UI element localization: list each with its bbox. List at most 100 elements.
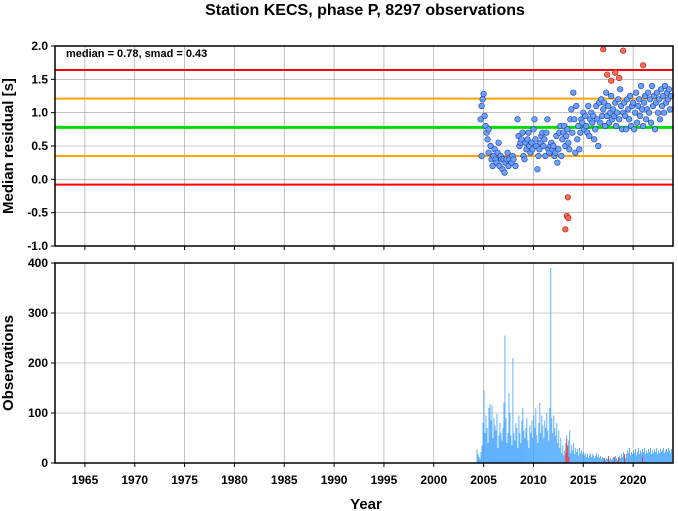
observation-bar — [664, 453, 665, 463]
observations-x-ticks: 1965 1970 1975 1980 1985 1990 1995 2000 2005 2010… — [72, 463, 647, 487]
observation-bar — [644, 448, 645, 463]
outlier-bar — [618, 458, 619, 463]
observation-bar — [580, 453, 582, 463]
residual-point — [579, 119, 586, 126]
outlier-point — [604, 71, 611, 78]
residual-point — [501, 169, 508, 176]
observation-bar — [493, 418, 495, 463]
observation-bar — [628, 453, 629, 463]
observation-bar — [662, 450, 663, 463]
outlier-point — [600, 46, 607, 53]
observation-bar — [530, 433, 532, 463]
residual-point — [613, 122, 620, 130]
residual-point — [622, 112, 629, 120]
observation-bar — [510, 435, 512, 463]
observation-bar — [574, 454, 576, 463]
residual-point — [479, 96, 486, 103]
residual-point — [654, 109, 662, 116]
observation-bar — [573, 443, 575, 463]
observation-bar — [533, 415, 535, 463]
residual-point — [518, 136, 525, 143]
observation-bar — [639, 454, 640, 463]
x-tick-label: 2020 — [620, 473, 647, 487]
observation-bar — [546, 413, 548, 463]
observation-bar — [648, 449, 649, 463]
x-tick-label: 2005 — [470, 473, 497, 487]
residual-y-ticks: -1.0 -0.5 0.0 0.5 1.0 1.5 2.0 — [27, 39, 55, 253]
observation-bar — [482, 423, 484, 463]
observation-bar — [610, 458, 612, 463]
observation-bar — [532, 438, 534, 463]
residual-point — [600, 106, 607, 113]
x-tick-label: 2010 — [520, 473, 547, 487]
observation-bar — [668, 448, 669, 463]
residual-point — [532, 136, 539, 143]
observation-bar — [617, 460, 618, 463]
residual-point — [635, 102, 642, 110]
observation-bar — [485, 415, 487, 463]
residual-point — [510, 156, 517, 163]
observation-bar — [523, 430, 525, 463]
outlier-point — [620, 47, 627, 54]
residual-point — [638, 82, 645, 90]
observation-bar — [589, 455, 591, 463]
observation-bar — [487, 443, 489, 463]
residual-point — [623, 126, 630, 133]
residual-reference-lines — [55, 69, 673, 186]
observation-bar — [539, 403, 541, 463]
observation-bar — [498, 435, 500, 463]
outlier-point — [608, 77, 615, 84]
residual-point — [590, 112, 597, 120]
residual-point — [568, 106, 575, 113]
observation-bar — [590, 453, 592, 463]
observation-bar — [535, 408, 537, 463]
observation-bar — [568, 440, 570, 463]
residual-point — [577, 129, 584, 136]
observation-bar — [623, 452, 624, 463]
observation-bar — [503, 403, 505, 463]
observation-bar — [550, 268, 552, 463]
observation-bar — [670, 453, 671, 463]
observation-bar — [534, 428, 536, 463]
observation-bar — [660, 449, 661, 463]
outlier-bar — [566, 439, 568, 463]
observation-bar — [593, 455, 595, 463]
observation-bar — [609, 459, 611, 463]
observation-bar — [602, 457, 604, 463]
observation-bar — [588, 458, 590, 463]
residual-point — [571, 116, 578, 123]
observation-bar — [547, 430, 549, 463]
observation-bar — [572, 450, 574, 463]
residual-point — [495, 139, 502, 146]
observation-bar — [627, 450, 628, 463]
residual-point — [485, 149, 492, 156]
residual-point — [478, 152, 485, 160]
outlier-bar — [568, 457, 570, 463]
observation-bar — [665, 450, 666, 463]
observation-bar — [649, 452, 650, 463]
residual-point — [512, 162, 519, 170]
residual-point — [487, 142, 494, 150]
observation-bar — [581, 450, 583, 463]
residual-y-tick-label: 0.0 — [31, 172, 48, 186]
observation-bar — [585, 453, 587, 463]
outlier-bar — [565, 453, 567, 463]
observation-bar — [591, 457, 593, 463]
x-tick-label: 1985 — [271, 473, 298, 487]
observation-bar — [622, 457, 623, 463]
observation-bar — [584, 455, 586, 463]
observation-bar — [501, 440, 503, 463]
x-tick-label: 2000 — [420, 473, 447, 487]
observation-bar — [606, 458, 608, 463]
residual-point — [665, 86, 673, 93]
outlier-bar — [604, 458, 606, 463]
observation-bar — [560, 438, 562, 463]
residual-point — [610, 106, 617, 113]
observation-bar — [519, 433, 521, 463]
residual-point — [583, 122, 590, 130]
observation-bar — [490, 420, 492, 463]
observation-bar — [629, 448, 630, 463]
residual-point — [566, 146, 573, 153]
residual-point — [558, 152, 565, 160]
observation-bar — [499, 423, 501, 463]
